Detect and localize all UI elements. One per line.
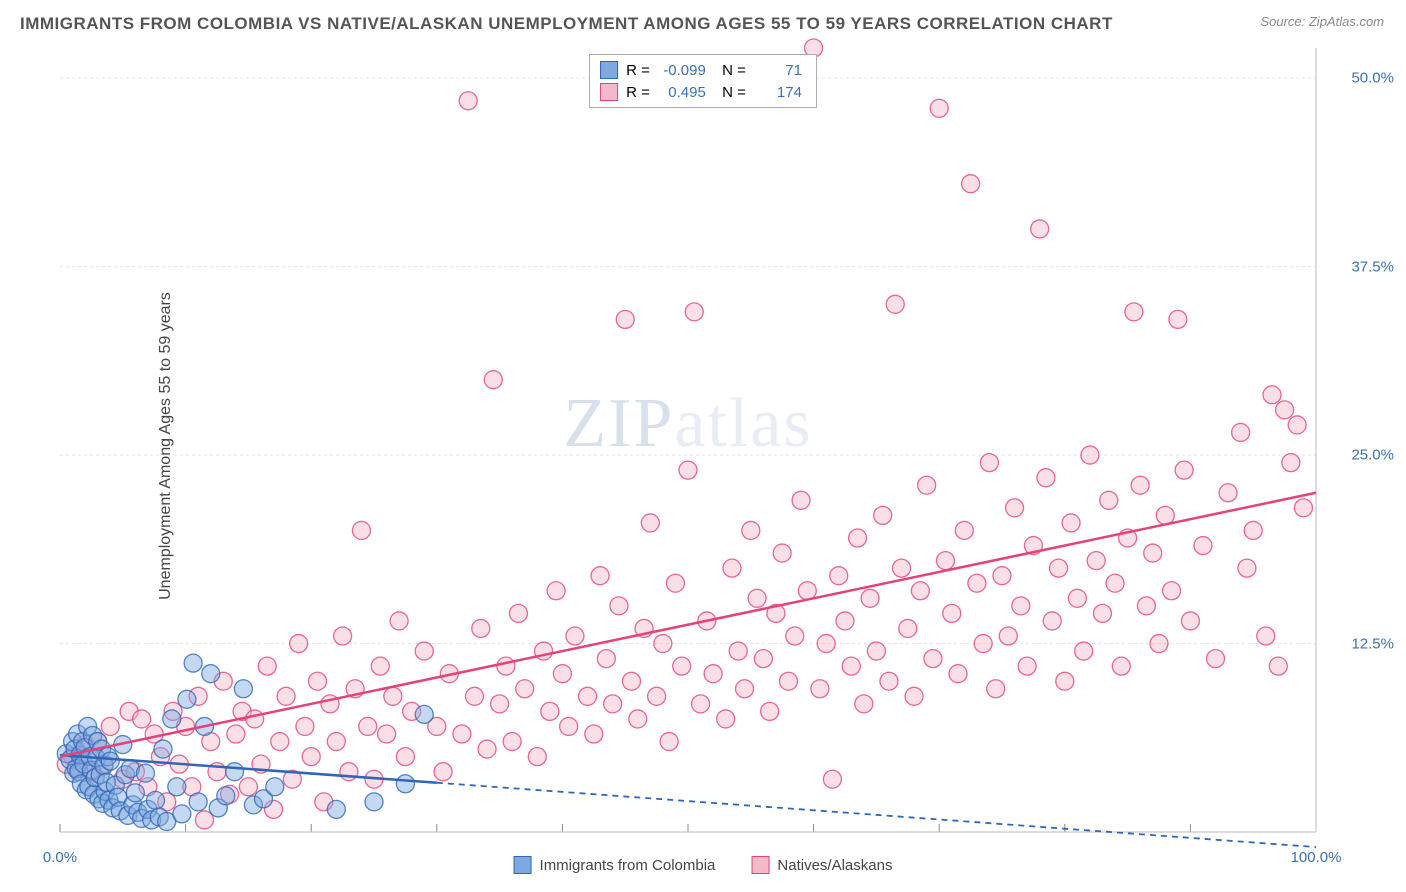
legend-swatch-blue-bottom — [514, 856, 532, 874]
correlation-legend: R = -0.099 N = 71 R = 0.495 N = 174 — [589, 54, 817, 108]
chart-title: IMMIGRANTS FROM COLOMBIA VS NATIVE/ALASK… — [20, 14, 1113, 34]
legend-label-blue: Immigrants from Colombia — [540, 857, 716, 874]
legend-item-blue: Immigrants from Colombia — [514, 856, 716, 874]
n-value-blue: 71 — [754, 62, 802, 79]
legend-row-pink: R = 0.495 N = 174 — [600, 81, 802, 103]
x-tick-label: 0.0% — [43, 849, 77, 866]
legend-swatch-pink — [600, 83, 618, 101]
y-tick-label: 50.0% — [1351, 70, 1394, 87]
r-value-blue: -0.099 — [658, 62, 706, 79]
x-tick-label: 100.0% — [1291, 849, 1342, 866]
y-tick-label: 12.5% — [1351, 635, 1394, 652]
plot-area: ZIPatlas 12.5%25.0%37.5%50.0%0.0%100.0% — [60, 48, 1316, 832]
legend-row-blue: R = -0.099 N = 71 — [600, 59, 802, 81]
r-value-pink: 0.495 — [658, 84, 706, 101]
y-tick-label: 25.0% — [1351, 447, 1394, 464]
legend-swatch-pink-bottom — [751, 856, 769, 874]
y-tick-label: 37.5% — [1351, 258, 1394, 275]
n-value-pink: 174 — [754, 84, 802, 101]
legend-label-pink: Natives/Alaskans — [777, 857, 892, 874]
source-attribution: Source: ZipAtlas.com — [1260, 14, 1384, 29]
legend-item-pink: Natives/Alaskans — [751, 856, 892, 874]
series-legend: Immigrants from Colombia Natives/Alaskan… — [514, 856, 893, 874]
scatter-chart — [60, 48, 1316, 832]
legend-swatch-blue — [600, 61, 618, 79]
